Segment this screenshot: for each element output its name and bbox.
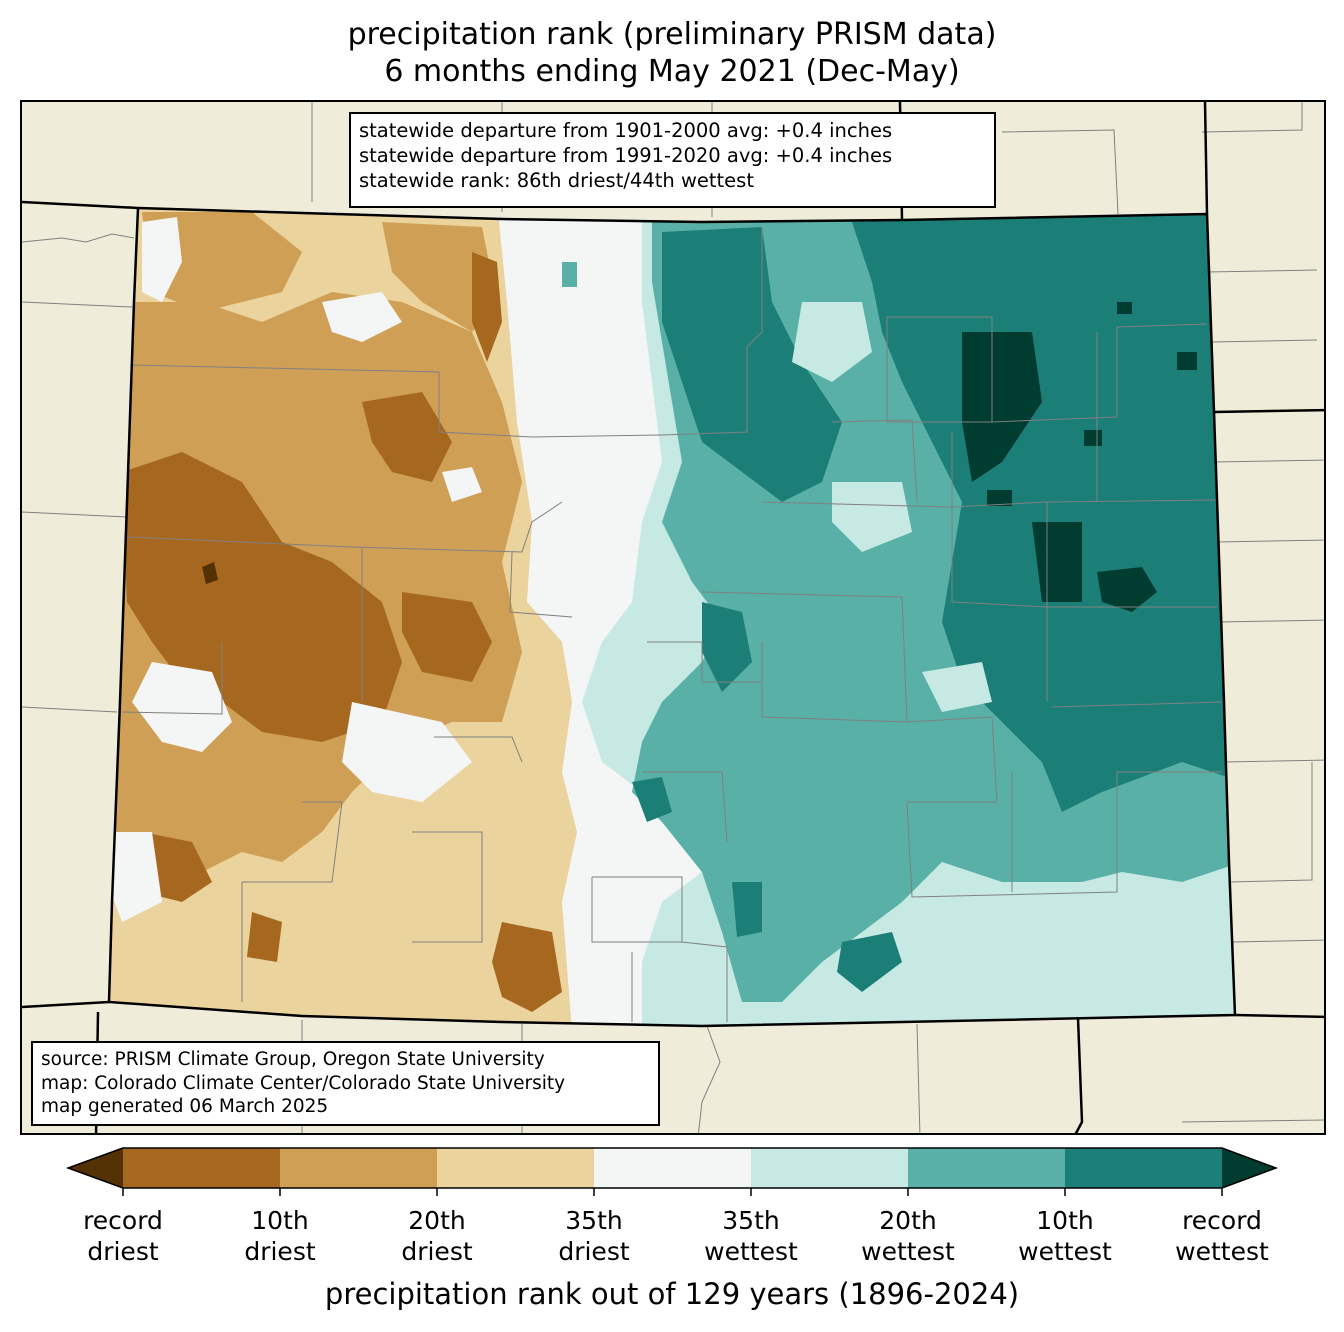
tick-label-line1: 20th xyxy=(879,1206,937,1235)
statewide-stats-box: statewide departure from 1901-2000 avg: … xyxy=(349,112,996,208)
colorbar-bin-3 xyxy=(594,1148,752,1188)
colorbar-bin-0 xyxy=(123,1148,281,1188)
colorbar-tick-label: 35th driest xyxy=(514,1205,674,1267)
source-line-generated: map generated 06 March 2025 xyxy=(41,1096,329,1117)
colorado-precip-rank-map xyxy=(22,102,1324,1133)
precip-rank-field xyxy=(109,208,1235,1026)
colorbar-bin-5 xyxy=(908,1148,1066,1188)
stats-line-rank: statewide rank: 86th driest/44th wettest xyxy=(359,169,754,192)
map-panel xyxy=(20,100,1326,1135)
tick-label-line1: 20th xyxy=(408,1206,466,1235)
colorbar-tick-label: record wettest xyxy=(1142,1205,1302,1267)
map-title: precipitation rank (preliminary PRISM da… xyxy=(347,17,997,52)
colorbar-tick-label: 10th wettest xyxy=(985,1205,1145,1267)
colorbar-extend-high xyxy=(1222,1148,1276,1188)
colorbar-bin-2 xyxy=(437,1148,595,1188)
tick-label-line1: 10th xyxy=(1036,1206,1094,1235)
tick-label-line2: wettest xyxy=(1175,1237,1269,1266)
tick-label-line2: wettest xyxy=(704,1237,798,1266)
colorbar-bin-1 xyxy=(280,1148,438,1188)
source-box: source: PRISM Climate Group, Oregon Stat… xyxy=(31,1041,660,1126)
tick-label-line1: record xyxy=(83,1206,163,1235)
tick-label-line2: wettest xyxy=(1018,1237,1112,1266)
map-subtitle: 6 months ending May 2021 (Dec-May) xyxy=(384,54,960,89)
colorbar-tick-label: 20th driest xyxy=(357,1205,517,1267)
colorbar-label: precipitation rank out of 129 years (189… xyxy=(324,1277,1020,1311)
colorbar-bin-6 xyxy=(1065,1148,1223,1188)
colorbar-bin-4 xyxy=(751,1148,909,1188)
colorbar-tick-label: record driest xyxy=(43,1205,203,1267)
tick-label-line1: 35th xyxy=(565,1206,623,1235)
colorbar xyxy=(65,1147,1279,1196)
colorbar-extend-low xyxy=(68,1148,123,1188)
stats-line-1901-2000: statewide departure from 1901-2000 avg: … xyxy=(359,119,893,142)
tick-label-line2: driest xyxy=(558,1237,630,1266)
tick-label-line2: driest xyxy=(87,1237,159,1266)
colorbar-tick-label: 20th wettest xyxy=(828,1205,988,1267)
colorbar-tick-label: 35th wettest xyxy=(671,1205,831,1267)
tick-label-line1: 35th xyxy=(722,1206,780,1235)
county-lines xyxy=(121,227,1223,1022)
tick-label-line2: wettest xyxy=(861,1237,955,1266)
tick-label-line1: 10th xyxy=(251,1206,309,1235)
colorbar-tick-label: 10th driest xyxy=(200,1205,360,1267)
tick-label-line2: driest xyxy=(244,1237,316,1266)
stats-line-1991-2020: statewide departure from 1991-2020 avg: … xyxy=(359,144,893,167)
source-line-map: map: Colorado Climate Center/Colorado St… xyxy=(41,1072,566,1094)
tick-label-line2: driest xyxy=(401,1237,473,1266)
source-line-prism: source: PRISM Climate Group, Oregon Stat… xyxy=(41,1049,545,1070)
state-borders xyxy=(22,102,1324,1133)
tick-label-line1: record xyxy=(1182,1206,1262,1235)
